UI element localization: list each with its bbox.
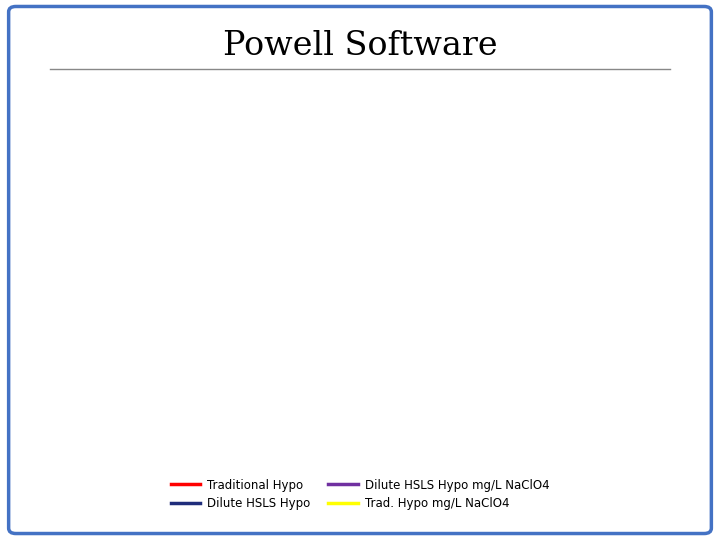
Y-axis label: Strength, wt.% NaOCl: Strength, wt.% NaOCl xyxy=(42,185,55,330)
Legend: Traditional Hypo, Dilute HSLS Hypo, Dilute HSLS Hypo mg/L NaClO4, Trad. Hypo mg/: Traditional Hypo, Dilute HSLS Hypo, Dilu… xyxy=(166,474,554,515)
Y-axis label: Sodium Perchlorate, mg/L: Sodium Perchlorate, mg/L xyxy=(657,172,670,344)
Text: Powell Software: Powell Software xyxy=(222,30,498,62)
Title: Diluted HSLS Hypo vs. Traditional Hypo @ 90°F: Diluted HSLS Hypo vs. Traditional Hypo @… xyxy=(153,69,556,84)
X-axis label: Days: Days xyxy=(336,451,374,465)
